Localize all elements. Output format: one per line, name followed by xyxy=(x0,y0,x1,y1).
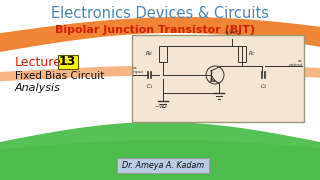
Bar xyxy=(238,46,246,62)
Text: ac
output: ac output xyxy=(289,59,303,67)
Text: $R_C$: $R_C$ xyxy=(248,50,257,59)
Text: Electronics Devices & Circuits: Electronics Devices & Circuits xyxy=(51,6,269,21)
Text: $R_B$: $R_B$ xyxy=(145,50,153,59)
Text: Bipolar Junction Transistor (BJT): Bipolar Junction Transistor (BJT) xyxy=(55,25,255,35)
Polygon shape xyxy=(0,140,320,180)
Text: ac
input: ac input xyxy=(133,66,144,74)
Text: Fixed Bias Circuit: Fixed Bias Circuit xyxy=(15,71,104,81)
Text: Lecture: Lecture xyxy=(15,55,62,69)
Text: $+V_{CC}$: $+V_{CC}$ xyxy=(223,28,241,37)
Text: 13: 13 xyxy=(59,55,76,68)
Polygon shape xyxy=(0,17,320,52)
FancyBboxPatch shape xyxy=(117,158,209,173)
Text: Analysis: Analysis xyxy=(15,83,61,93)
FancyBboxPatch shape xyxy=(58,55,77,69)
Text: $-V_{EE}$: $-V_{EE}$ xyxy=(154,102,168,111)
Text: Dr. Ameya A. Kadam: Dr. Ameya A. Kadam xyxy=(122,161,204,170)
Polygon shape xyxy=(0,122,320,180)
Text: $C_1$: $C_1$ xyxy=(146,82,153,91)
Polygon shape xyxy=(0,65,320,81)
Bar xyxy=(132,35,304,122)
Text: $C_2$: $C_2$ xyxy=(260,82,267,91)
Bar xyxy=(159,46,167,62)
